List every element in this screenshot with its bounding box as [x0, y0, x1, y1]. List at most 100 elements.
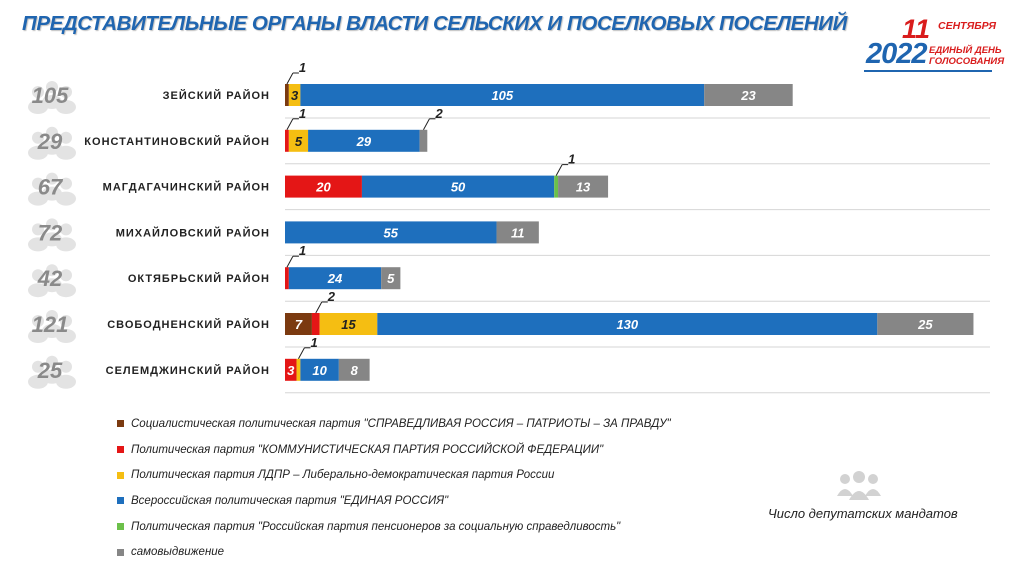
bar-value-label: 5 [295, 134, 303, 149]
row-total-badge [28, 81, 76, 114]
callout-leader [315, 301, 323, 314]
category-label: СЕЛЕМДЖИНСКИЙ РАЙОН [106, 364, 270, 377]
legend-label-ldpr: Политическая партия ЛДПР – Либерально-де… [131, 469, 555, 482]
legend-item-self: самовыдвижение [117, 539, 671, 565]
logo-year: 2022 [866, 38, 928, 70]
bar-value-callout: 1 [568, 152, 575, 167]
badge-person-icon [56, 100, 76, 114]
bar-value-label: 5 [387, 271, 395, 286]
bar-value-callout: 1 [299, 243, 306, 258]
bar-value-label: 10 [312, 363, 327, 378]
badge-person-icon [46, 310, 58, 322]
badge-person-icon [60, 315, 72, 327]
bar-value-label: 13 [576, 180, 591, 195]
legend-swatch-kprf [117, 446, 124, 454]
row-total-label: 72 [38, 220, 63, 245]
bar-segment-self [338, 358, 370, 381]
bar-value-label: 29 [356, 134, 372, 149]
bar-value-label: 23 [740, 88, 756, 103]
bar-value-callout: 1 [310, 335, 317, 350]
bar-segment-er [285, 221, 497, 244]
bar-segment-kprf [285, 267, 289, 290]
bar-segment-ldpr [319, 313, 378, 335]
bar-value-label: 24 [327, 271, 343, 286]
badge-person-icon [32, 86, 44, 98]
logo-line-1: ЕДИНЫЙ ДЕНЬ [929, 45, 1002, 56]
page-title: ПРЕДСТАВИТЕЛЬНЫЕ ОРГАНЫ ВЛАСТИ СЕЛЬСКИХ … [22, 12, 847, 35]
bar-segment-self [558, 175, 609, 198]
bar-segment-self [381, 267, 401, 290]
bar-segment-self [496, 221, 539, 244]
badge-person-icon [46, 172, 58, 185]
row-total-badge [28, 310, 76, 343]
bar-segment-kprf [285, 129, 289, 152]
bar-segment-er [300, 358, 339, 381]
legend-label-self: самовыдвижение [131, 546, 225, 559]
bar-value-label: 7 [295, 317, 303, 332]
bar-segment-ldpr [288, 129, 309, 152]
legend-swatch-er [117, 497, 124, 505]
bar-segment-sr [285, 84, 289, 106]
badge-person-icon [60, 177, 72, 190]
bar-segment-kprf [311, 313, 320, 335]
row-total-label: 121 [32, 312, 69, 337]
bar-segment-kprf [285, 358, 297, 381]
legend-swatch-ldpr [117, 471, 124, 479]
badge-person-icon [56, 237, 76, 252]
badge-person-icon [46, 126, 58, 139]
badge-person-icon [60, 131, 72, 144]
row-total-badge [28, 264, 76, 298]
legend-swatch-self [117, 548, 124, 556]
category-label: КОНСТАНТИНОВСКИЙ РАЙОН [84, 135, 270, 148]
bar-value-label: 25 [917, 317, 933, 332]
badge-person-icon [32, 131, 44, 144]
legend-item-ldpr: Политическая партия ЛДПР – Либерально-де… [117, 462, 671, 488]
badge-person-icon [32, 315, 44, 327]
bar-value-label: 55 [384, 225, 399, 240]
bar-value-callout: 2 [327, 289, 336, 304]
bar-value-callout: 1 [299, 60, 306, 75]
callout-leader [555, 164, 563, 176]
badge-person-icon [46, 264, 58, 277]
legend-item-kprf: Политическая партия "КОММУНИСТИЧЕСКАЯ ПА… [117, 437, 671, 463]
badge-person-icon [56, 329, 76, 343]
callout-leader [286, 255, 294, 268]
legend-label-kprf: Политическая партия "КОММУНИСТИЧЕСКАЯ ПА… [131, 443, 604, 456]
logo-month: СЕНТЯБРЯ [938, 20, 997, 32]
bar-segment-er [377, 313, 878, 335]
category-label: ЗЕЙСКИЙ РАЙОН [163, 89, 270, 102]
row-total-badge [28, 218, 76, 252]
category-label: ОКТЯБРЬСКИЙ РАЙОН [128, 272, 270, 285]
row-total-badge [28, 172, 76, 206]
legend-item-sr: Социалистическая политическая партия "СП… [117, 411, 671, 437]
legend-item-er: Всероссийская политическая партия "ЕДИНА… [117, 488, 671, 514]
bar-value-callout: 2 [434, 106, 443, 121]
badge-person-icon [32, 269, 44, 282]
callout-leader [423, 118, 430, 131]
legend-item-rpps: Политическая партия "Российская партия п… [117, 514, 671, 540]
callout-leader [286, 72, 294, 85]
legend-label-er: Всероссийская политическая партия "ЕДИНА… [131, 494, 449, 507]
legend-label-sr: Социалистическая политическая партия "СП… [131, 417, 671, 430]
bar-value-callout: 1 [299, 106, 306, 121]
badge-person-icon [60, 223, 72, 236]
logo-underline [864, 70, 992, 72]
chart-legend: Социалистическая политическая партия "СП… [117, 411, 671, 565]
row-total-label: 25 [37, 358, 63, 383]
bar-segment-er [308, 129, 420, 152]
category-label: СВОБОДНЕНСКИЙ РАЙОН [107, 318, 270, 331]
category-label: МИХАЙЛОВСКИЙ РАЙОН [116, 226, 270, 239]
badge-person-icon [32, 360, 44, 373]
bar-segment-self [419, 129, 428, 152]
bar-segment-er [288, 267, 382, 290]
badge-person-icon [60, 86, 72, 98]
legend-swatch-rpps [117, 523, 124, 531]
bar-segment-self [704, 84, 793, 106]
bar-value-label: 8 [351, 363, 359, 378]
bar-value-label: 130 [616, 317, 638, 332]
bar-value-label: 105 [491, 88, 513, 103]
badge-person-icon [56, 191, 76, 206]
bar-segment-rpps [554, 175, 559, 198]
election-day-logo: 11 СЕНТЯБРЯ 2022 ЕДИНЫЙ ДЕНЬ ГОЛОСОВАНИЯ [862, 14, 1004, 74]
